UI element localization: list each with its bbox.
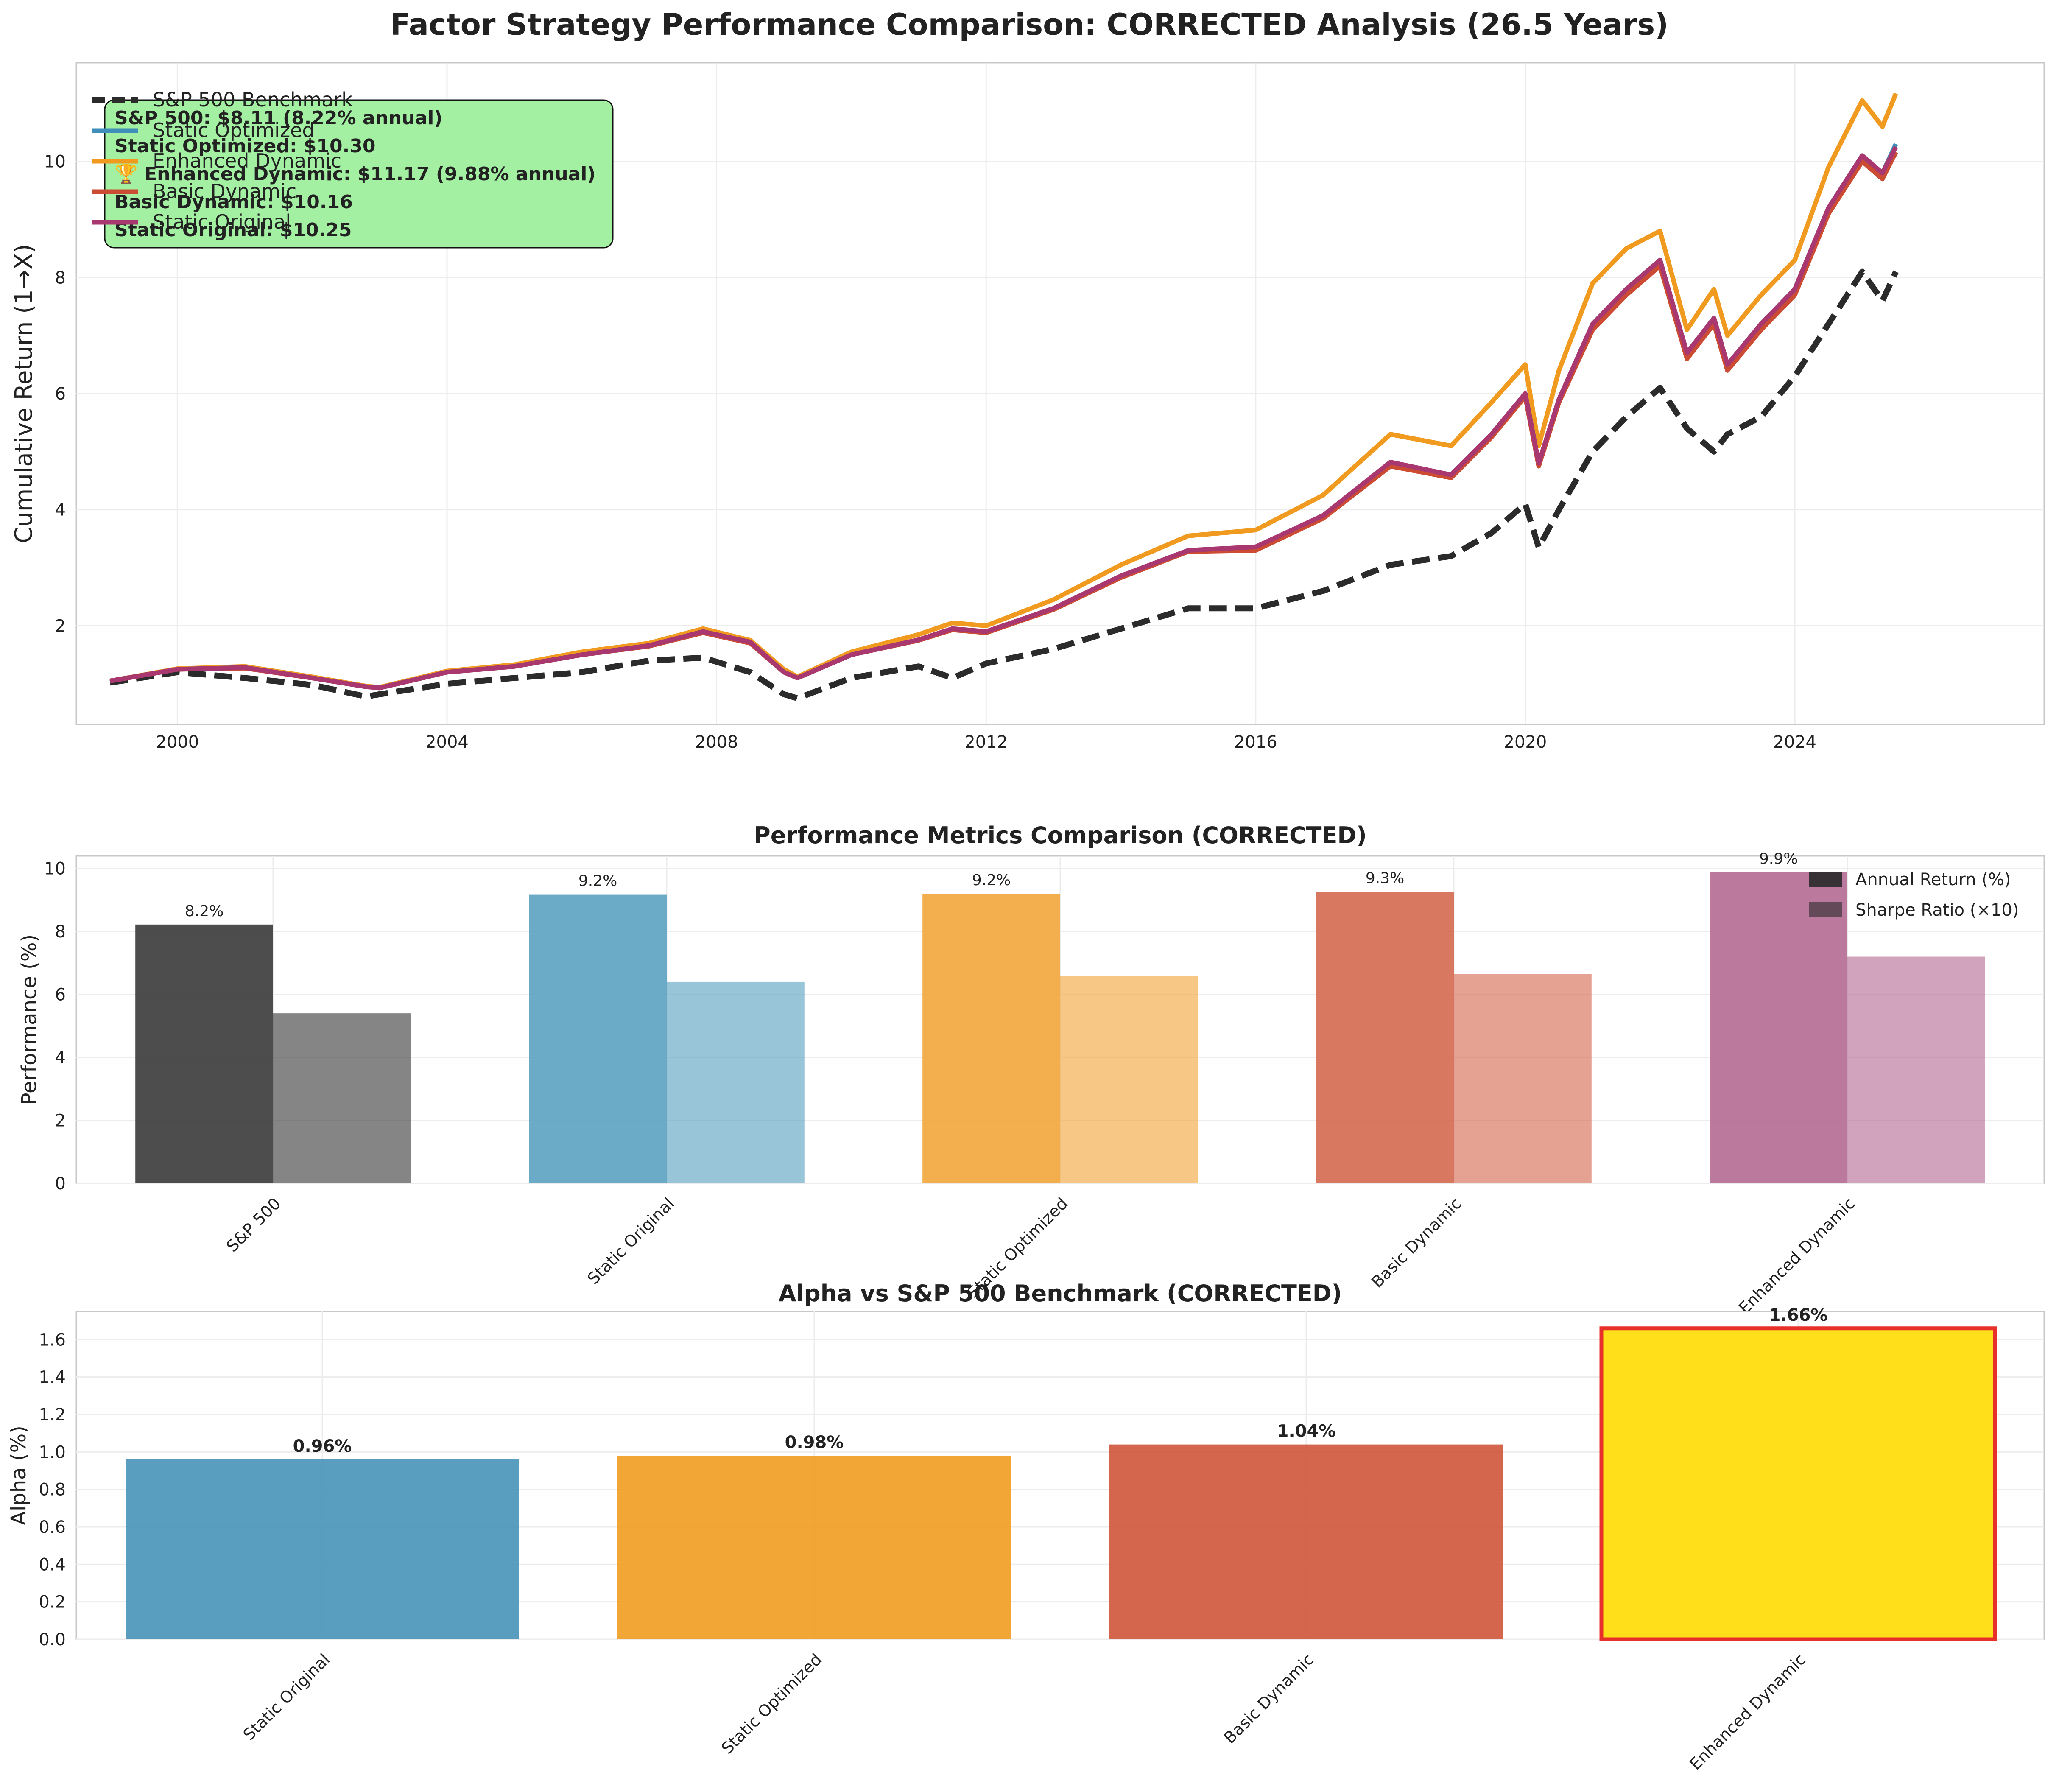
legend-entry: S&P 500 Benchmark (153, 88, 353, 111)
legend-entry: Enhanced Dynamic (153, 149, 341, 172)
x-tick-label: 2020 (1504, 732, 1547, 752)
y-tick-label: 2 (55, 1111, 66, 1131)
y-tick-label: 0.8 (39, 1480, 66, 1500)
bar-value-label: 0.96% (293, 1437, 352, 1456)
x-tick-label: 2008 (695, 732, 738, 752)
alpha-bar (1109, 1445, 1503, 1639)
y-axis-label: Alpha (%) (7, 1426, 31, 1525)
bar-annual-return (1316, 892, 1454, 1183)
bar-annual-return (922, 894, 1060, 1183)
bar-sharpe-ratio (667, 982, 805, 1183)
bar-sharpe-ratio (273, 1013, 411, 1183)
bar-value-label: 9.2% (972, 872, 1011, 889)
legend-swatch (1809, 872, 1842, 887)
bar-value-label: 1.04% (1277, 1422, 1336, 1441)
y-tick-label: 10 (44, 859, 66, 879)
legend-entry: Static Optimized (153, 119, 315, 142)
y-tick-label: 0.2 (39, 1593, 66, 1612)
x-tick-label: 2012 (964, 732, 1008, 752)
figure-title: Factor Strategy Performance Comparison: … (390, 7, 1668, 42)
y-tick-label: 0.0 (39, 1630, 66, 1649)
y-tick-label: 10 (44, 152, 66, 172)
bar-value-label: 1.66% (1769, 1306, 1828, 1325)
y-tick-label: 0.6 (39, 1518, 66, 1537)
legend-entry: Annual Return (%) (1855, 870, 2011, 889)
bar-annual-return (529, 895, 667, 1183)
bar-sharpe-ratio (1060, 976, 1198, 1183)
bar-annual-return (1710, 872, 1847, 1183)
bar-value-label: 9.9% (1759, 850, 1798, 868)
legend-entry: Basic Dynamic (153, 180, 296, 203)
y-axis-label: Performance (%) (17, 934, 41, 1105)
bar-value-label: 9.3% (1366, 870, 1404, 887)
y-tick-label: 8 (55, 922, 66, 942)
x-tick-label: 2024 (1773, 732, 1816, 752)
legend-entry: Static Original (153, 210, 291, 233)
y-tick-label: 0 (55, 1174, 66, 1194)
alpha-bar (1601, 1328, 1995, 1639)
legend-swatch (1809, 902, 1842, 917)
y-tick-label: 1.0 (39, 1443, 66, 1462)
y-tick-label: 6 (55, 985, 66, 1005)
y-tick-label: 2 (55, 616, 66, 636)
bar-value-label: 9.2% (578, 872, 617, 890)
bar-value-label: 0.98% (785, 1433, 844, 1452)
y-tick-label: 1.2 (39, 1405, 66, 1425)
y-axis-label: Cumulative Return (1→X) (10, 244, 38, 543)
bar-annual-return (135, 925, 273, 1183)
alpha-bar (617, 1456, 1011, 1639)
y-tick-label: 4 (55, 500, 66, 520)
panel-title: Alpha vs S&P 500 Benchmark (CORRECTED) (779, 1280, 1342, 1307)
panel-title: Performance Metrics Comparison (CORRECTE… (754, 822, 1367, 849)
alpha-bar (126, 1459, 519, 1639)
bar-sharpe-ratio (1454, 974, 1592, 1183)
legend-entry: Sharpe Ratio (×10) (1855, 900, 2019, 920)
x-tick-label: 2004 (425, 732, 469, 752)
cumulative-return-panel: 2000 2004 2008 2012 2016 2020 2024 2 4 6 8 10 Cumula… (10, 63, 2044, 752)
x-tick-label: 2016 (1234, 732, 1277, 752)
y-tick-label: 6 (55, 384, 66, 404)
y-tick-label: 4 (55, 1048, 66, 1068)
bar-sharpe-ratio (1847, 957, 1985, 1183)
x-tick-label: 2000 (156, 732, 199, 752)
bar-value-label: 8.2% (185, 903, 224, 920)
y-tick-label: 0.4 (39, 1555, 66, 1574)
y-tick-label: 8 (55, 268, 66, 288)
y-tick-label: 1.6 (39, 1330, 66, 1350)
y-tick-label: 1.4 (39, 1368, 66, 1387)
